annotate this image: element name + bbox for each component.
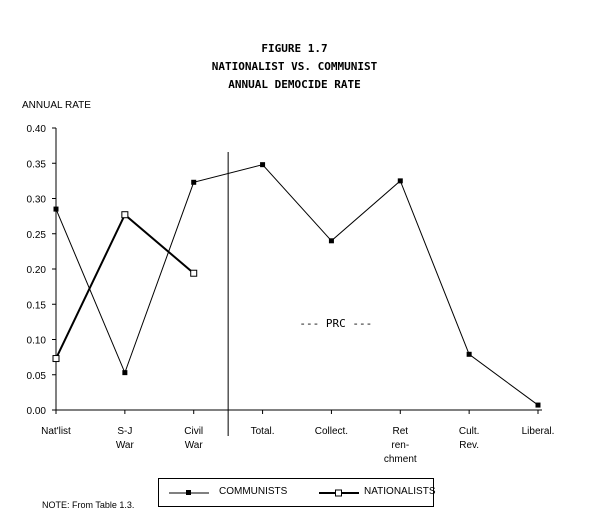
x-tick-label: Collect. (315, 426, 348, 437)
communists-point-marker (328, 238, 334, 244)
communists-point-marker (466, 351, 472, 357)
y-tick-label: 0.15 (27, 300, 47, 311)
y-tick-label: 0.00 (27, 406, 47, 417)
x-tick-label: Civil (184, 426, 203, 437)
chart-title-line-2: NATIONALIST VS. COMMUNIST (211, 60, 378, 73)
x-tick-label: S-J (117, 426, 132, 437)
chart-title-line-1: FIGURE 1.7 (261, 42, 328, 55)
x-tick-label: Ret (393, 426, 409, 437)
x-tick-label: Total. (251, 426, 275, 437)
line-chart: ANNUAL RATE 0.00 0.05 0.10 0.15 0.20 0.25 0.30 0… (22, 100, 555, 465)
y-tick-label: 0.05 (27, 371, 47, 382)
y-tick-label: 0.20 (27, 265, 47, 276)
nationalists-legend-swatch (319, 489, 359, 497)
series-line-nationalists (55, 213, 195, 359)
y-axis-label: ANNUAL RATE (22, 100, 91, 111)
x-tick-label: chment (384, 454, 417, 465)
y-tick-label: 0.40 (27, 124, 47, 135)
nationalists-point-marker (52, 355, 60, 363)
x-tick-label: War (116, 440, 135, 451)
x-tick-label: Nat'list (41, 426, 71, 437)
y-tick-label: 0.35 (27, 159, 47, 170)
source-note: NOTE: From Table 1.3. (42, 500, 135, 510)
communists-legend-label: COMMUNISTS (219, 486, 288, 497)
communists-point-marker (535, 402, 541, 408)
communists-point-marker (122, 370, 128, 376)
nationalists-point-marker (121, 211, 129, 219)
x-tick-label: Rev. (459, 440, 479, 451)
communists-point-marker (191, 179, 197, 185)
x-tick-label: Cult. (459, 426, 480, 437)
nationalists-point-marker (190, 269, 198, 277)
nationalists-legend-label: NATIONALISTS (364, 486, 436, 497)
prc-annotation: --- PRC --- (299, 317, 372, 330)
x-tick-label: War (185, 440, 204, 451)
x-tick-label: ren- (391, 440, 409, 451)
y-tick-label: 0.25 (27, 230, 47, 241)
chart-title-line-3: ANNUAL DEMOCIDE RATE (228, 78, 361, 91)
x-tick-label: Liberal. (522, 426, 555, 437)
y-tick-label: 0.30 (27, 195, 47, 206)
y-tick-label: 0.10 (27, 336, 47, 347)
communists-point-marker (53, 206, 59, 212)
communists-point-marker (260, 162, 266, 168)
communists-legend-swatch (169, 490, 209, 495)
series-line-communists (55, 164, 539, 406)
chart-legend: COMMUNISTS NATIONALISTS (158, 478, 436, 507)
communists-point-marker (397, 178, 403, 184)
